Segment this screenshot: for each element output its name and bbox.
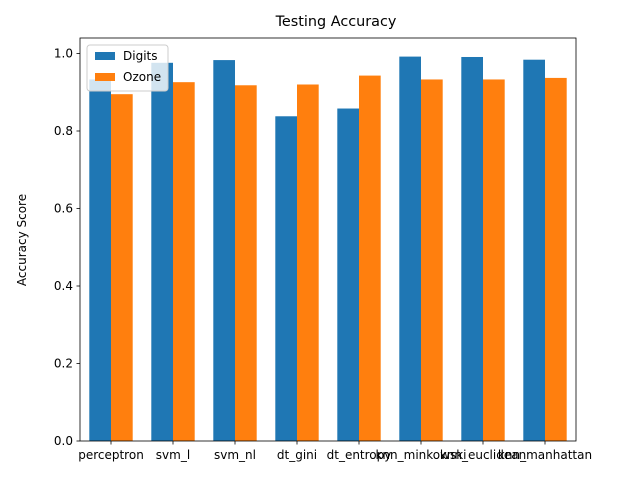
y-tick-label: 0.0 xyxy=(54,434,73,448)
bar-ozone-knn_manhattan xyxy=(545,77,567,441)
y-axis-label: Accuracy Score xyxy=(15,194,29,286)
bar-ozone-svm_l xyxy=(173,82,195,442)
x-tick-label: knn_minkowski xyxy=(375,448,466,462)
bar-digits-dt_gini xyxy=(275,116,297,442)
x-tick-label: svm_nl xyxy=(214,448,256,462)
legend: Digits Ozone xyxy=(86,44,169,92)
bar-digits-svm_l xyxy=(151,62,173,442)
y-tick-label: 0.8 xyxy=(54,124,73,138)
legend-swatch-ozone xyxy=(95,73,115,81)
x-tick-label: dt_entropy xyxy=(327,448,392,462)
x-axis: perceptron svm_l svm_nl dt_gini dt_entropykn… xyxy=(78,441,592,462)
bar-digits-perceptron xyxy=(89,79,111,442)
axes-frame xyxy=(79,37,577,442)
y-tick-label: 0.4 xyxy=(54,279,73,293)
plot-spines xyxy=(79,37,577,442)
y-axis: 0.0 0.2 0.4 0.6 0.8 1.0 xyxy=(54,47,80,448)
x-tick-label: dt_gini xyxy=(277,448,317,462)
bar-ozone-perceptron xyxy=(111,94,133,441)
bar-ozone-svm_nl xyxy=(235,85,257,442)
y-tick-label: 0.6 xyxy=(54,202,73,216)
x-tick-label: knn_euclidean xyxy=(440,448,526,462)
bar-ozone-knn_minkowski xyxy=(421,79,443,442)
x-tick-label: knn_manhattan xyxy=(498,448,592,462)
y-tick-label: 0.2 xyxy=(54,357,73,371)
bar-digits-knn_minkowski xyxy=(399,56,421,441)
y-tick-label: 1.0 xyxy=(54,47,73,61)
chart-title: Testing Accuracy xyxy=(275,14,397,30)
x-tick-label: svm_l xyxy=(156,448,190,462)
legend-label-ozone: Ozone xyxy=(123,70,161,84)
bars-layer xyxy=(89,56,567,442)
bar-digits-dt_entropy xyxy=(337,108,359,442)
bar-digits-knn_euclidean xyxy=(461,56,483,442)
legend-swatch-digits xyxy=(95,52,115,60)
bar-ozone-dt_gini xyxy=(297,84,319,441)
bar-digits-svm_nl xyxy=(213,60,235,442)
x-tick-label: perceptron xyxy=(78,448,144,462)
bar-ozone-knn_euclidean xyxy=(483,79,505,442)
legend-label-digits: Digits xyxy=(123,49,157,63)
bar-ozone-dt_entropy xyxy=(359,75,381,442)
bar-digits-knn_manhattan xyxy=(523,59,545,441)
